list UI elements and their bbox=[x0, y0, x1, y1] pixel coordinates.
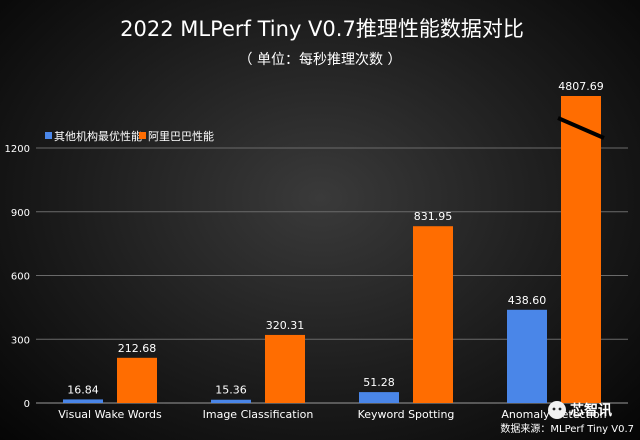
bar-alibaba-1 bbox=[265, 334, 305, 403]
data-label: 212.68 bbox=[118, 342, 157, 355]
x-category-label: Image Classification bbox=[203, 408, 314, 421]
chart-subtitle: （ 单位：每秒推理次数 ） bbox=[239, 52, 402, 68]
y-tick-label: 1200 bbox=[5, 144, 30, 155]
bar-other-3 bbox=[507, 309, 547, 403]
legend-swatch-series-1 bbox=[45, 132, 52, 139]
data-labels: 16.84 212.68 15.36 320.31 51.28 831.95 438.60 4… bbox=[67, 80, 604, 397]
data-label: 15.36 bbox=[215, 384, 247, 397]
axis-break-mark bbox=[557, 116, 605, 140]
bar-alibaba-3 bbox=[561, 96, 601, 403]
legend-label-series-1: 其他机构最优性能 bbox=[54, 129, 142, 143]
x-axis-categories: Visual Wake Words Image Classification Key… bbox=[58, 408, 606, 421]
data-label: 4807.69 bbox=[558, 80, 604, 93]
x-category-label: Visual Wake Words bbox=[58, 408, 162, 421]
wechat-icon bbox=[548, 401, 566, 419]
legend-swatch-series-2 bbox=[139, 132, 146, 139]
bars bbox=[63, 96, 605, 403]
chart-title: 2022 MLPerf Tiny V0.7推理性能数据对比 bbox=[120, 17, 524, 41]
y-tick-label: 300 bbox=[11, 335, 30, 346]
legend-label-series-2: 阿里巴巴性能 bbox=[148, 129, 214, 143]
data-label: 16.84 bbox=[67, 383, 99, 396]
x-category-label: Keyword Spotting bbox=[358, 408, 455, 421]
data-label: 438.60 bbox=[508, 294, 547, 307]
legend: 其他机构最优性能 阿里巴巴性能 bbox=[45, 129, 214, 143]
bar-other-1 bbox=[211, 399, 251, 403]
bar-other-0 bbox=[63, 399, 103, 403]
data-label: 51.28 bbox=[363, 376, 395, 389]
y-tick-label: 0 bbox=[24, 399, 30, 410]
bar-alibaba-0 bbox=[117, 357, 157, 403]
y-tick-label: 900 bbox=[11, 208, 30, 219]
watermark: 芯智讯 bbox=[548, 401, 612, 419]
data-label: 320.31 bbox=[266, 319, 305, 332]
bar-alibaba-2 bbox=[413, 226, 453, 403]
data-label: 831.95 bbox=[414, 210, 453, 223]
wechat-icon-eye-left bbox=[552, 407, 556, 411]
watermark-text: 芯智讯 bbox=[570, 402, 612, 419]
bar-other-2 bbox=[359, 392, 399, 403]
wechat-icon-eye-right bbox=[558, 407, 562, 411]
data-source: 数据来源：MLPerf Tiny V0.7 bbox=[500, 422, 634, 435]
y-tick-label: 600 bbox=[11, 272, 30, 283]
y-axis-ticks: 0 300 600 900 1200 bbox=[5, 144, 30, 410]
